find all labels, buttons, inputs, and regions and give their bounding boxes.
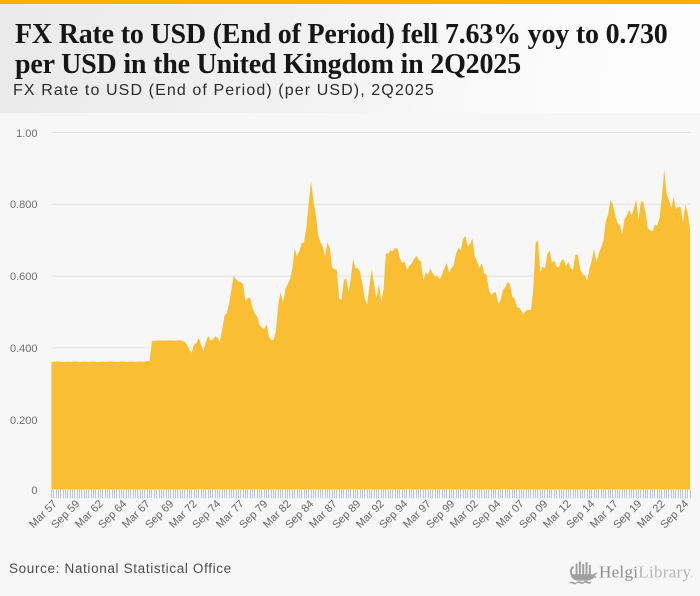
svg-text:HelgiLibrary.: HelgiLibrary. xyxy=(599,563,692,582)
